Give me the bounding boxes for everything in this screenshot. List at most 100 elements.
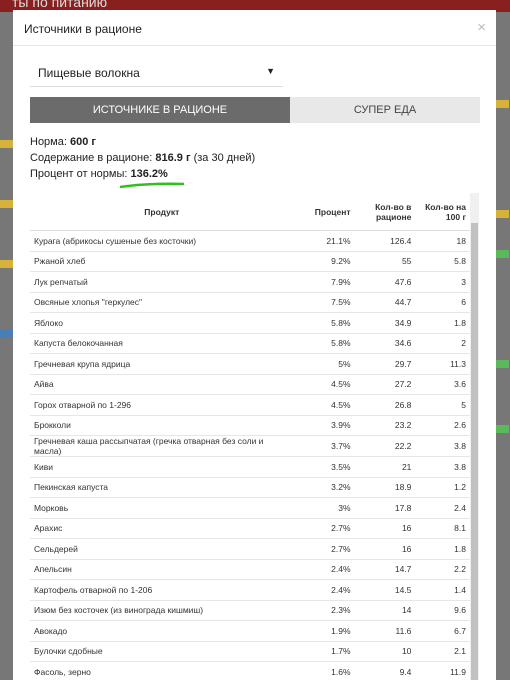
value-cell: 14.7 [354,558,416,580]
table-container: Продукт Процент Кол-во в рационе Кол-во на … [30,193,470,680]
value-cell: 5.8% [293,312,355,333]
product-cell: Айва [30,373,294,395]
table-row: Гречневая крупа ядрица 5% 29.7 11.3 [30,353,470,374]
column-header: Процент [293,193,355,231]
value-cell: 1.2 [415,476,470,498]
value-cell: 3.2% [293,476,355,498]
product-cell: Сельдерей [30,538,294,559]
table-row: Лук репчатый 7.9% 47.6 3 [30,271,470,292]
value-cell: 34.6 [354,332,416,354]
value-cell: 2.2 [415,558,470,580]
value-cell: 7.9% [293,271,355,292]
table-row: Булочки сдобные 1.7% 10 2.1 [30,640,470,662]
product-cell: Ржаной хлеб [30,250,294,272]
product-cell: Горох отварной по 1-296 [30,394,294,415]
product-cell: Яблоко [30,312,294,333]
column-header: Кол-во в рационе [354,193,416,231]
product-cell: Фасоль, зерно [30,661,294,680]
value-cell: 26.8 [354,394,416,415]
note: (за 30 дней) [193,152,256,164]
bg-bar [496,425,509,433]
value-cell: 9.2% [293,250,355,272]
product-cell: Курага (абрикосы сушеные без косточки) [30,230,294,251]
value-cell: 2.1 [415,640,470,662]
value-cell: 2.4 [415,497,470,518]
table-row: Яблоко 5.8% 34.9 1.8 [30,312,470,333]
bg-bar [496,210,509,218]
bg-bar [496,360,509,368]
value-cell: 34.9 [354,312,416,333]
select-value: Пищевые волокна [38,66,140,80]
bg-bar [496,100,509,108]
product-cell: Киви [30,456,294,477]
value-cell: 21 [354,456,416,477]
value-cell: 9.6 [415,599,470,621]
value-cell: 7.5% [293,291,355,313]
product-cell: Пекинская капуста [30,476,294,498]
table-row: Овсяные хлопья "геркулес" 7.5% 44.7 6 [30,291,470,313]
product-cell: Брокколи [30,414,294,436]
value-cell: 126.4 [354,230,416,251]
table-row: Гречневая каша рассыпчатая (гречка отвар… [30,435,470,457]
value-cell: 2.7% [293,517,355,539]
column-header: Кол-во на 100 г [415,193,470,231]
value-cell: 14 [354,599,416,621]
value-cell: 3 [415,271,470,292]
label: Содержание в рационе: [30,152,153,164]
product-cell: Капуста белокочанная [30,332,294,354]
scroll-thumb[interactable] [471,223,478,680]
table-row: Сельдерей 2.7% 16 1.8 [30,538,470,559]
value-cell: 29.7 [354,353,416,374]
value-cell: 27.2 [354,373,416,395]
product-cell: Картофель отварной по 1-206 [30,579,294,600]
tab-active[interactable]: ИСТОЧНИКЕ В РАЦИОНЕ [30,97,290,123]
value-cell: 6 [415,291,470,313]
value-cell: 3.5% [293,456,355,477]
value-cell: 44.7 [354,291,416,313]
value-cell: 5 [415,394,470,415]
value-cell: 17.8 [354,497,416,518]
scrollbar[interactable] [470,193,479,680]
value: 136.2% [130,168,168,180]
background-header: ты по питанию [0,0,510,12]
value-cell: 4.5% [293,373,355,395]
product-cell: Булочки сдобные [30,640,294,662]
table-row: Киви 3.5% 21 3.8 [30,456,470,477]
percent: Процент от нормы: 136.2% [30,168,168,180]
product-cell: Гречневая каша рассыпчатая (гречка отвар… [30,435,294,457]
sources-table: Продукт Процент Кол-во в рационе Кол-во на … [30,193,470,680]
value-cell: 2 [415,332,470,354]
value-cell: 11.6 [354,620,416,641]
value-cell: 1.9% [293,620,355,641]
value-cell: 2.4% [293,579,355,600]
tab[interactable]: СУПЕР ЕДА [290,97,480,123]
value-cell: 1.8 [415,538,470,559]
product-cell: Овсяные хлопья "геркулес" [30,291,294,313]
table-row: Авокадо 1.9% 11.6 6.7 [30,620,470,641]
value-cell: 22.2 [354,435,416,457]
value-cell: 2.6 [415,414,470,436]
table-row: Ржаной хлеб 9.2% 55 5.8 [30,250,470,272]
value-cell: 1.8 [415,312,470,333]
label: Процент от нормы: [30,168,128,180]
value-cell: 10 [354,640,416,662]
value-cell: 4.5% [293,394,355,415]
value-cell: 2.7% [293,538,355,559]
value-cell: 21.1% [293,230,355,251]
column-header: Продукт [30,193,294,231]
bg-bar [0,140,13,148]
value-cell: 8.1 [415,517,470,539]
table-row: Горох отварной по 1-296 4.5% 26.8 5 [30,394,470,415]
nutrient-select[interactable]: Пищевые волокна ▼ [30,58,283,87]
close-button[interactable]: × [477,19,486,36]
bg-bar [496,250,509,258]
value-cell: 18.9 [354,476,416,498]
value-cell: 1.7% [293,640,355,662]
table-row: Брокколи 3.9% 23.2 2.6 [30,414,470,436]
value-cell: 3.9% [293,414,355,436]
table-row: Картофель отварной по 1-206 2.4% 14.5 1.4 [30,579,470,600]
divider [13,45,496,46]
table-row: Изюм без косточек (из винограда кишмиш) 2… [30,599,470,621]
value: 816.9 г [155,152,191,164]
